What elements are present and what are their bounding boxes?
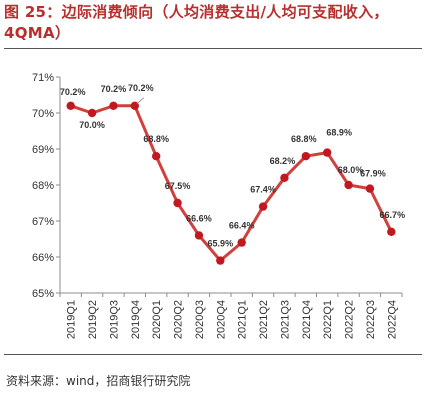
data-label: 66.6% <box>186 213 212 223</box>
x-tick-label: 2019Q4 <box>130 300 142 339</box>
data-label: 68.9% <box>326 128 352 138</box>
data-point <box>387 227 396 236</box>
data-point <box>194 231 204 240</box>
data-point <box>151 152 161 161</box>
data-label: 66.7% <box>380 210 406 220</box>
data-point <box>216 256 225 265</box>
x-tick-label: 2021Q4 <box>301 300 313 339</box>
data-point <box>109 101 118 111</box>
y-tick-label: 70% <box>32 108 54 120</box>
data-label: 68.2% <box>270 156 296 166</box>
data-label: 68.8% <box>291 134 317 144</box>
x-tick-label: 2020Q4 <box>215 300 227 339</box>
y-tick-label: 66% <box>32 252 54 264</box>
data-label: 70.2% <box>128 83 154 93</box>
x-tick-label: 2022Q2 <box>344 300 356 339</box>
series-line-group <box>70 104 393 263</box>
x-tick-label: 2021Q3 <box>279 300 291 339</box>
x-tick-label: 2020Q1 <box>151 300 163 339</box>
y-tick-label: 69% <box>32 144 54 156</box>
x-tick-label: 2021Q2 <box>258 300 270 339</box>
series-line <box>70 104 393 263</box>
source-note: 资料来源：wind，招商银行研究院 <box>6 374 191 388</box>
y-tick-label: 65% <box>32 288 54 300</box>
x-tick-label: 2020Q2 <box>173 300 185 339</box>
data-label: 70.0% <box>79 120 105 130</box>
data-points <box>66 101 396 265</box>
data-point <box>280 173 289 182</box>
data-label: 66.4% <box>229 221 255 231</box>
y-axis-ticks: 65% 66% 67% 68% 69% 70% 71% <box>32 72 60 300</box>
x-tick-label: 2022Q3 <box>365 300 377 339</box>
data-label: 65.9% <box>208 239 234 249</box>
data-label: 68.8% <box>143 134 169 144</box>
x-tick-label: 2019Q3 <box>108 300 120 339</box>
top-divider <box>4 48 422 49</box>
data-point <box>344 180 353 190</box>
data-label: 67.9% <box>360 169 386 179</box>
data-point <box>66 101 75 111</box>
data-label: 70.2% <box>60 87 86 97</box>
x-tick-label: 2022Q4 <box>386 300 398 339</box>
x-tick-label: 2021Q1 <box>237 300 249 339</box>
data-point <box>322 148 332 157</box>
x-axis-ticks: 2019Q1 2019Q2 2019Q3 2019Q4 2020Q1 2020Q2 2020… <box>59 293 403 339</box>
y-tick-label: 71% <box>32 72 54 84</box>
data-label: 67.4% <box>250 185 276 195</box>
data-label: 67.5% <box>165 181 191 191</box>
data-label: 68.0% <box>338 165 364 175</box>
data-point <box>87 108 97 118</box>
x-tick-label: 2020Q3 <box>194 300 206 339</box>
x-tick-label: 2019Q1 <box>66 300 78 339</box>
y-tick-label: 68% <box>32 180 54 192</box>
data-point <box>258 202 268 211</box>
data-point <box>237 238 246 247</box>
data-point <box>173 198 182 208</box>
y-tick-label: 67% <box>32 216 54 228</box>
data-point <box>365 184 375 193</box>
x-tick-label: 2022Q1 <box>322 300 334 339</box>
line-chart: 65% 66% 67% 68% 69% 70% 71% 2019Q1 2019Q2 2019Q3… <box>32 72 405 339</box>
x-tick-label: 2019Q2 <box>87 300 99 339</box>
bottom-divider <box>4 354 422 355</box>
data-labels: 70.2%70.0%70.2% 70.2%68.8%67.5%66.6%65.9%… <box>60 83 405 249</box>
data-point <box>301 152 311 161</box>
data-label-leader <box>136 97 145 105</box>
chart-title: 图 25：边际消费倾向（人均消费支出/人均可支配收入，4QMA） <box>4 3 389 42</box>
data-label: 70.2% <box>101 84 127 94</box>
